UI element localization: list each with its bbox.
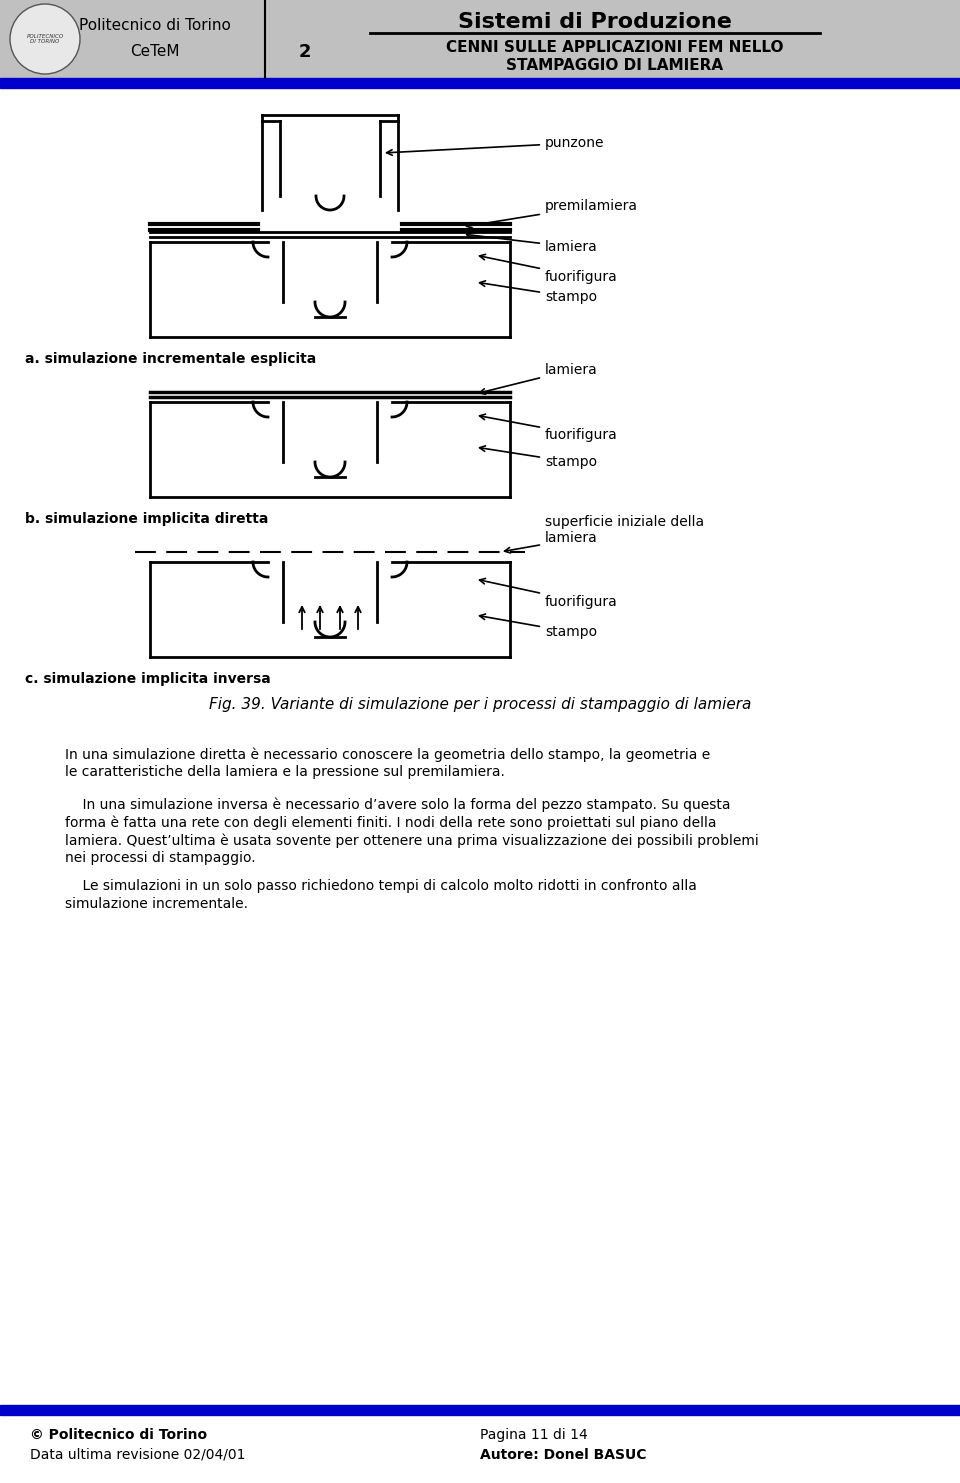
- Text: CeTeM: CeTeM: [131, 44, 180, 59]
- Text: superficie iniziale della
lamiera: superficie iniziale della lamiera: [505, 515, 704, 553]
- Bar: [0, 0, 960, 79]
- Text: a. simulazione incrementale esplicita: a. simulazione incrementale esplicita: [25, 351, 316, 366]
- Text: c. simulazione implicita inversa: c. simulazione implicita inversa: [25, 672, 271, 687]
- Text: In una simulazione diretta è necessario conoscere la geometria dello stampo, la : In una simulazione diretta è necessario …: [65, 747, 710, 761]
- Text: stampo: stampo: [480, 614, 597, 639]
- Text: 2: 2: [299, 43, 311, 61]
- Text: lamiera: lamiera: [467, 233, 598, 254]
- Bar: [0, 1404, 960, 1415]
- Text: stampo: stampo: [480, 446, 597, 469]
- Text: Fig. 39. Variante di simulazione per i processi di stampaggio di lamiera: Fig. 39. Variante di simulazione per i p…: [209, 697, 751, 712]
- Text: lamiera: lamiera: [479, 363, 598, 394]
- Text: © Politecnico di Torino: © Politecnico di Torino: [30, 1428, 207, 1441]
- Text: b. simulazione implicita diretta: b. simulazione implicita diretta: [25, 512, 269, 526]
- Text: fuorifigura: fuorifigura: [480, 255, 617, 285]
- Text: nei processi di stampaggio.: nei processi di stampaggio.: [65, 851, 255, 865]
- Text: POLITECNICO
DI TORINO: POLITECNICO DI TORINO: [26, 34, 63, 44]
- Text: stampo: stampo: [480, 280, 597, 304]
- Text: fuorifigura: fuorifigura: [480, 414, 617, 442]
- Text: In una simulazione inversa è necessario d’avere solo la forma del pezzo stampato: In una simulazione inversa è necessario …: [65, 796, 731, 811]
- Text: lamiera. Quest’ultima è usata sovente per ottenere una prima visualizzazione dei: lamiera. Quest’ultima è usata sovente pe…: [65, 833, 758, 847]
- Text: Autore: Donel BASUC: Autore: Donel BASUC: [480, 1447, 646, 1462]
- Bar: [0, 79, 960, 87]
- Text: Sistemi di Produzione: Sistemi di Produzione: [458, 12, 732, 33]
- Text: fuorifigura: fuorifigura: [480, 578, 617, 610]
- Text: Politecnico di Torino: Politecnico di Torino: [79, 18, 231, 33]
- Text: forma è fatta una rete con degli elementi finiti. I nodi della rete sono proiett: forma è fatta una rete con degli element…: [65, 816, 716, 829]
- Text: Le simulazioni in un solo passo richiedono tempi di calcolo molto ridotti in con: Le simulazioni in un solo passo richiedo…: [65, 879, 697, 893]
- Text: Data ultima revisione 02/04/01: Data ultima revisione 02/04/01: [30, 1447, 246, 1462]
- Text: premilamiera: premilamiera: [467, 199, 638, 228]
- Text: punzone: punzone: [387, 136, 605, 156]
- Text: simulazione incrementale.: simulazione incrementale.: [65, 897, 248, 911]
- Circle shape: [10, 4, 80, 74]
- Text: CENNI SULLE APPLICAZIONI FEM NELLO: CENNI SULLE APPLICAZIONI FEM NELLO: [446, 40, 783, 55]
- Text: STAMPAGGIO DI LAMIERA: STAMPAGGIO DI LAMIERA: [507, 58, 724, 73]
- Text: le caratteristiche della lamiera e la pressione sul premilamiera.: le caratteristiche della lamiera e la pr…: [65, 765, 505, 779]
- Text: Pagina 11 di 14: Pagina 11 di 14: [480, 1428, 588, 1441]
